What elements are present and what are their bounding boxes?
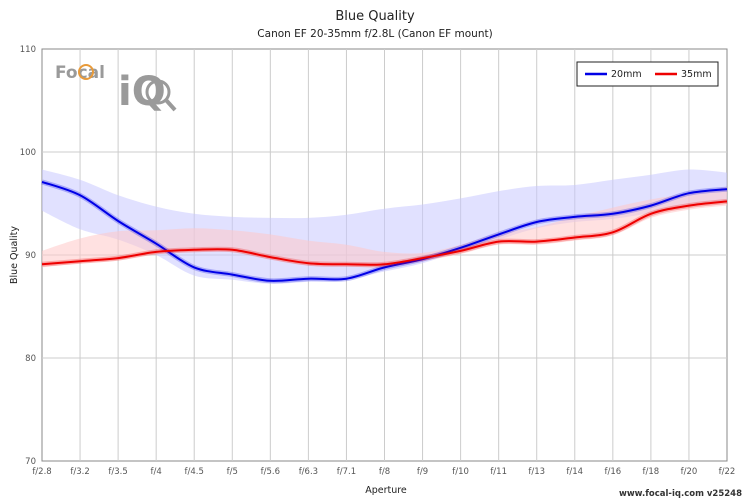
series-lines	[41, 179, 728, 284]
band-35mm	[42, 187, 727, 268]
legend: 20mm 35mm	[576, 61, 719, 87]
y-axis-ticks: 70 80 90 100 110	[20, 45, 36, 467]
legend-label-35mm: 35mm	[681, 69, 712, 80]
y-axis-label: Blue Quality	[9, 226, 20, 284]
series-line-35mm	[41, 200, 728, 266]
chart-title: Blue Quality	[335, 9, 415, 24]
x-tick-label: f/4	[151, 467, 162, 477]
x-tick-label: f/5.6	[261, 467, 280, 477]
x-tick-label: f/16	[604, 467, 621, 477]
y-tick-label: 90	[25, 251, 36, 261]
x-tick-label: f/3.2	[70, 467, 89, 477]
x-tick-label: f/11	[490, 467, 507, 477]
x-tick-label: f/4.5	[185, 467, 204, 477]
chart-subtitle: Canon EF 20-35mm f/2.8L (Canon EF mount)	[257, 28, 492, 40]
legend-label-20mm: 20mm	[611, 69, 642, 80]
series-line-20mm	[41, 180, 728, 282]
y-tick-label: 70	[25, 457, 36, 467]
footer-url: www.focal-iq.com v25248	[619, 489, 742, 499]
band-20mm	[42, 169, 727, 284]
x-tick-label: f/20	[681, 467, 698, 477]
x-tick-label: f/8	[379, 467, 390, 477]
x-tick-label: f/9	[417, 467, 428, 477]
x-tick-label: f/13	[528, 467, 545, 477]
x-tick-label: f/3.5	[108, 467, 127, 477]
logo-iq-text: iQ	[118, 69, 166, 115]
magnifier-icon	[145, 79, 171, 105]
y-tick-label: 80	[25, 354, 36, 364]
x-axis-ticks: f/2.8 f/3.2 f/3.5 f/4 f/4.5 f/5 f/5.6 f/6.3 f/7.…	[32, 467, 735, 477]
x-tick-label: f/2.8	[32, 467, 51, 477]
x-tick-label: f/6.3	[299, 467, 318, 477]
x-tick-label: f/7.1	[337, 467, 356, 477]
x-tick-label: f/18	[643, 467, 660, 477]
x-tick-label: f/22	[719, 467, 736, 477]
x-tick-label: f/10	[452, 467, 469, 477]
magnifier-handle-icon	[164, 98, 177, 112]
y-tick-label: 110	[20, 45, 36, 55]
x-tick-label: f/14	[566, 467, 583, 477]
logo-lens-icon	[78, 64, 94, 80]
focal-iq-logo: Focal iQ	[55, 63, 177, 115]
x-axis-label: Aperture	[365, 485, 407, 496]
confidence-bands	[42, 169, 727, 284]
x-tick-label: f/5	[227, 467, 238, 477]
y-tick-label: 100	[20, 148, 36, 158]
